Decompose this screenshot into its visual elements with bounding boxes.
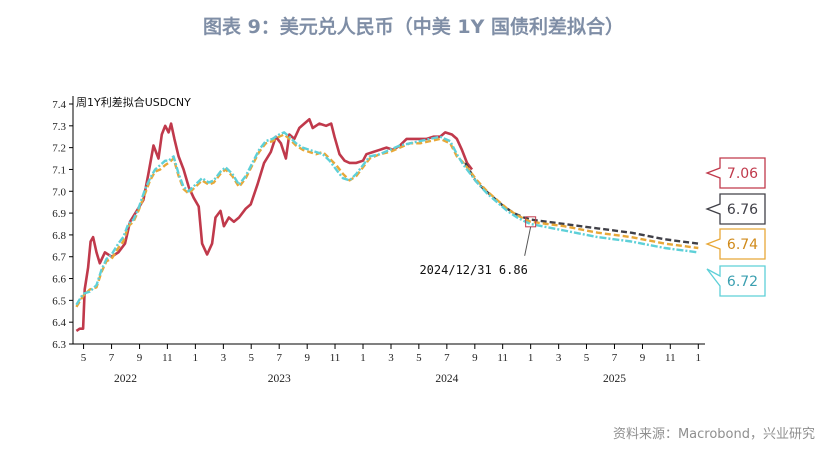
end-tag-value: 6.72 <box>727 274 758 290</box>
annotation-leader <box>524 226 532 256</box>
source-note: 资料来源：Macrobond，兴业研究 <box>612 427 815 442</box>
x-tick-label: 9 <box>304 352 310 364</box>
x-tick-label: 1 <box>193 352 199 364</box>
series-line-4 <box>75 131 699 306</box>
y-tick-label: 6.5 <box>52 295 66 307</box>
annotation-label: 2024/12/31 6.86 <box>419 263 527 277</box>
y-axis-label: 周1Y利差拟合USDCNY <box>76 95 191 109</box>
x-tick-label: 7 <box>109 352 115 364</box>
x-tick-label: 3 <box>388 352 394 364</box>
x-tick-label: 7 <box>276 352 282 364</box>
x-year-label: 2024 <box>435 373 458 385</box>
chart-title: 图表 9：美元兑人民币（中美 1Y 国债利差拟合） <box>202 16 625 38</box>
x-tick-label: 11 <box>162 352 173 364</box>
x-tick-label: 9 <box>640 352 646 364</box>
end-tag-box <box>706 265 766 297</box>
x-tick-label: 1 <box>360 352 366 364</box>
x-year-label: 2025 <box>603 373 626 385</box>
y-tick-label: 6.9 <box>52 208 66 220</box>
y-tick-label: 7.0 <box>52 186 66 198</box>
x-tick-label: 3 <box>556 352 562 364</box>
x-tick-label: 9 <box>472 352 478 364</box>
x-tick-label: 5 <box>81 352 87 364</box>
x-tick-label: 7 <box>612 352 618 364</box>
series-line-2 <box>464 162 699 245</box>
x-tick-label: 11 <box>497 352 508 364</box>
y-tick-label: 6.6 <box>52 274 66 286</box>
y-tick-label: 6.7 <box>52 252 66 264</box>
series-line-1 <box>75 118 474 332</box>
end-tag-box <box>705 228 766 260</box>
x-tick-label: 5 <box>416 352 422 364</box>
x-year-label: 2023 <box>268 373 291 385</box>
end-tag-value: 6.76 <box>727 202 758 218</box>
y-tick-label: 6.3 <box>52 339 66 351</box>
y-tick-label: 6.4 <box>52 317 66 329</box>
end-tag-box <box>705 157 766 189</box>
x-tick-label: 11 <box>330 352 341 364</box>
y-tick-label: 7.2 <box>52 143 66 155</box>
end-tag-value: 6.74 <box>727 237 758 253</box>
x-tick-label: 11 <box>665 352 676 364</box>
y-tick-label: 7.1 <box>52 164 66 176</box>
x-tick-label: 1 <box>528 352 534 364</box>
y-tick-label: 7.4 <box>52 99 66 111</box>
axes: 6.3 6.4 6.5 6.6 6.7 6.8 6.9 7.0 7.1 7.2 7.3 7.4 周1Y利… <box>52 95 705 385</box>
series-layer <box>75 118 699 332</box>
end-value-tags: 7.06 6.76 6.74 6.72 <box>705 157 766 297</box>
x-tick-label: 9 <box>137 352 143 364</box>
x-tick-label: 3 <box>221 352 227 364</box>
x-tick-label: 5 <box>248 352 254 364</box>
y-tick-label: 7.3 <box>52 121 66 133</box>
end-tag-value: 7.06 <box>727 166 758 182</box>
x-tick-label: 1 <box>696 352 702 364</box>
annotation-layer: 2024/12/31 6.86 <box>419 216 537 277</box>
x-tick-label: 5 <box>584 352 590 364</box>
y-tick-label: 6.8 <box>52 230 66 242</box>
end-tag-box <box>705 193 766 225</box>
x-tick-label: 7 <box>444 352 450 364</box>
series-line-3 <box>75 133 699 308</box>
x-year-label: 2022 <box>114 373 137 385</box>
